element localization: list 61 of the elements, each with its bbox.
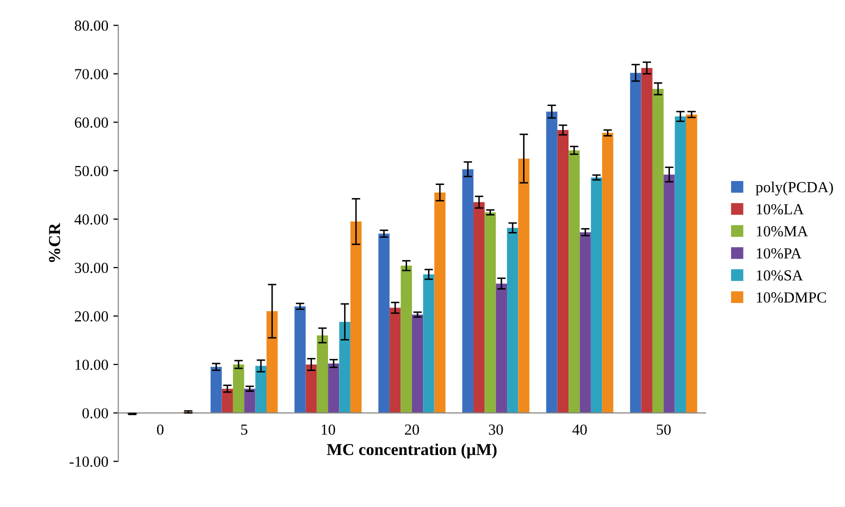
bar <box>462 169 474 413</box>
bar <box>232 364 244 413</box>
y-tick-label: 40.00 <box>74 214 108 225</box>
legend-label: poly(PCDA) <box>756 182 833 196</box>
bar <box>244 388 256 413</box>
legend-label: 10%LA <box>756 204 804 214</box>
bar <box>652 88 664 413</box>
y-tick-label: -10.00 <box>70 456 108 467</box>
bar <box>400 266 412 413</box>
bar <box>590 177 602 413</box>
y-tick-label: 10.00 <box>76 360 108 370</box>
bar <box>664 174 675 413</box>
bar <box>316 335 328 413</box>
bar <box>222 388 233 413</box>
legend-label: 10%SA <box>756 270 803 281</box>
bar <box>294 306 306 413</box>
bar <box>412 314 424 413</box>
bar <box>686 114 698 413</box>
bar <box>641 68 652 413</box>
x-tick-label: 30 <box>488 424 503 435</box>
y-tick-label: 60.00 <box>74 117 108 128</box>
bar <box>306 364 317 413</box>
bar <box>328 364 340 413</box>
legend-label: 10%MA <box>756 226 808 237</box>
bar <box>350 222 362 413</box>
bar <box>484 212 496 413</box>
bar <box>434 192 446 413</box>
bar <box>602 132 614 413</box>
x-tick-label: 5 <box>241 424 248 435</box>
bar <box>496 284 508 413</box>
bar <box>630 72 642 413</box>
bar <box>473 202 485 413</box>
x-tick-label: 0 <box>157 424 164 435</box>
legend-label: 10%DMPC <box>756 292 826 303</box>
bar <box>378 234 390 413</box>
legend-label: 10%PA <box>756 248 802 259</box>
bar <box>390 308 401 413</box>
bar <box>546 112 558 413</box>
x-tick-label: 10 <box>322 424 336 435</box>
bar <box>580 232 591 413</box>
bar <box>210 366 222 413</box>
y-tick-label: 20.00 <box>74 311 108 322</box>
y-tick-label: 70.00 <box>75 68 108 80</box>
y-axis-title: %CR <box>48 222 60 262</box>
x-tick-label: 40 <box>572 424 587 435</box>
y-tick-label: 50.00 <box>75 166 108 176</box>
x-tick-label: 20 <box>404 424 419 435</box>
bar <box>255 366 267 413</box>
x-tick-label: 50 <box>656 424 671 435</box>
bar <box>568 150 580 413</box>
bar <box>518 158 530 413</box>
bar <box>423 274 434 413</box>
bar <box>507 228 518 413</box>
bar <box>339 322 350 413</box>
bar <box>266 311 278 413</box>
x-axis-title: MC concentration (µM) <box>326 443 497 459</box>
y-tick-label: 0.00 <box>82 408 108 418</box>
y-tick-label: 80.00 <box>74 20 108 31</box>
bar <box>674 116 686 413</box>
bar <box>557 130 569 413</box>
y-tick-label: 30.00 <box>74 262 108 274</box>
